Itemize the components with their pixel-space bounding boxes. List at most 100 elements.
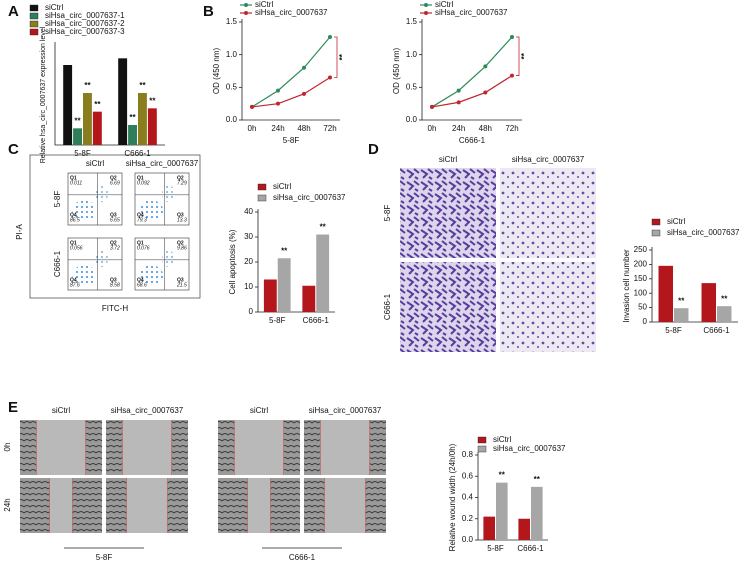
legend-swatch <box>424 11 428 15</box>
quadrant-value: 0.092 <box>137 180 150 186</box>
y-axis-label: OD (450 nm) <box>212 48 221 95</box>
quadrant-value: 6.65 <box>110 217 120 223</box>
bar <box>531 486 543 540</box>
legend-swatch <box>651 229 661 237</box>
point <box>456 100 461 105</box>
y-axis-label: PI-A <box>15 224 24 240</box>
bar <box>147 108 157 145</box>
x-tick-label: 24h <box>452 124 465 133</box>
bar <box>263 279 277 312</box>
cell-sheet <box>270 478 300 533</box>
x-tick-label: C666-1 <box>124 149 151 158</box>
panel-label: B <box>203 3 214 20</box>
y-tick-label: 0.5 <box>406 82 418 91</box>
point <box>483 64 488 69</box>
significance: ** <box>94 100 101 109</box>
x-axis-label: FITC-H <box>102 304 128 313</box>
y-tick-label: 250 <box>634 245 648 254</box>
x-tick-label: C666-1 <box>303 316 330 325</box>
cell-sheet <box>167 478 188 533</box>
y-axis-label: Relative wound width (24h/0h) <box>448 443 457 551</box>
quadrant-value: 0.056 <box>70 245 83 251</box>
bar <box>128 125 137 145</box>
quadrant-name: Q3 <box>110 212 117 218</box>
legend-swatch <box>29 4 39 12</box>
point <box>510 73 514 78</box>
flow-plot <box>67 237 123 291</box>
column-header: siCtrl <box>86 159 104 168</box>
legend-label: siCtrl <box>667 217 685 226</box>
y-tick-label: 200 <box>634 260 648 269</box>
x-tick-label: 5-8F <box>487 544 504 553</box>
point <box>302 65 306 70</box>
x-tick-label: 48h <box>479 124 492 133</box>
cell-cloud <box>72 265 97 286</box>
point <box>328 75 332 80</box>
x-tick-label: 0h <box>248 124 257 133</box>
legend-swatch <box>29 20 39 28</box>
point <box>250 104 254 109</box>
bar <box>658 265 673 322</box>
bar <box>118 58 128 146</box>
line <box>251 36 331 108</box>
x-tick-label: 24h <box>271 124 284 133</box>
legend-label: siHsa_circ_0007637 <box>255 8 328 17</box>
y-tick-label: 0 <box>249 307 254 316</box>
quadrant-value: 79.3 <box>137 217 147 223</box>
y-tick-label: 40 <box>244 207 253 216</box>
cell-sheet <box>304 420 321 475</box>
significance: ** <box>721 294 728 303</box>
bar <box>316 234 330 312</box>
line <box>431 36 513 108</box>
column-header: siHsa_circ_0007637 <box>126 159 199 168</box>
row-label: 5-8F <box>53 191 62 208</box>
bar <box>63 65 73 145</box>
bar <box>717 306 732 322</box>
quadrant-value: 7.29 <box>177 180 187 186</box>
quadrant-name: Q3 <box>177 212 184 218</box>
cell-cloud <box>95 250 108 268</box>
x-tick-label: C666-1 <box>517 544 544 553</box>
x-axis-label: 5-8F <box>283 136 300 145</box>
y-tick-label: 0.5 <box>226 82 238 91</box>
cell-sheet <box>106 420 123 475</box>
cell-sheet <box>304 478 325 533</box>
column-header: siHsa_circ_0007637 <box>512 155 585 164</box>
cell-sheet <box>85 420 102 475</box>
micrograph <box>400 168 496 258</box>
quadrant-name: Q4 <box>70 212 77 218</box>
quadrant-name: Q1 <box>70 175 77 181</box>
quadrant-value: 0.011 <box>70 180 82 186</box>
column-header: siHsa_circ_0007637 <box>309 406 382 415</box>
y-tick-label: 1.0 <box>226 50 238 59</box>
cell-sheet <box>20 420 37 475</box>
column-header: siCtrl <box>439 155 457 164</box>
flow-frame <box>29 154 201 299</box>
quadrant-value: 68.6 <box>137 282 147 288</box>
x-tick-label: 72h <box>323 124 336 133</box>
significance: ** <box>499 471 506 480</box>
significance: ** <box>84 81 91 90</box>
x-tick-label: 48h <box>297 124 310 133</box>
point <box>302 91 306 96</box>
x-tick-label: 5-8F <box>665 326 682 335</box>
x-tick-label: 5-8F <box>74 149 91 158</box>
legend-swatch <box>29 28 39 36</box>
line <box>431 75 513 108</box>
bar <box>277 258 291 312</box>
legend-swatch <box>477 445 487 453</box>
quadrant-value: 87.6 <box>70 282 80 288</box>
significance: ** <box>129 113 136 122</box>
legend-swatch <box>244 11 248 15</box>
legend-label: siCtrl <box>255 0 273 9</box>
y-axis-label: Relative hsa_circ_0007637 expression lev… <box>40 26 47 163</box>
bar <box>83 93 92 145</box>
y-tick-label: 0.0 <box>226 115 238 124</box>
legend-label: siCtrl <box>45 3 63 12</box>
y-tick-label: 1.0 <box>406 50 418 59</box>
legend-label: siHsa_circ_0007637 <box>273 193 346 202</box>
bar <box>138 93 147 145</box>
cell-cloud <box>139 265 164 286</box>
bracket <box>516 36 520 76</box>
point <box>276 88 280 93</box>
